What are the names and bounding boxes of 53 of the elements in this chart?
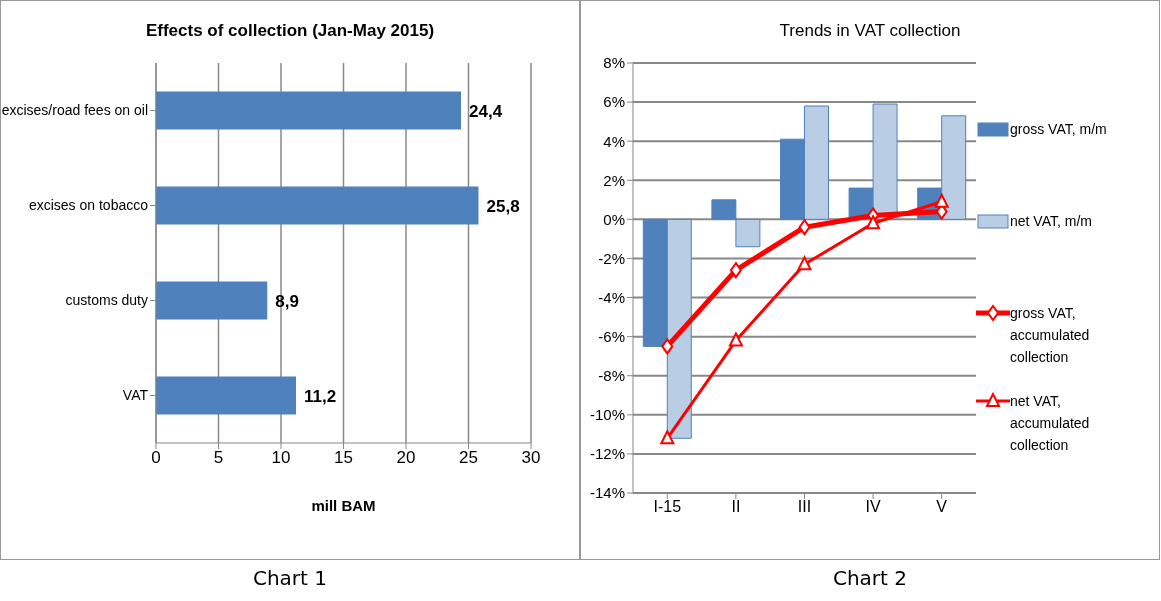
- x-tick-label: 10: [271, 448, 291, 468]
- legend-label: net VAT, accumulated collection: [1010, 392, 1091, 455]
- legend-label: gross VAT, m/m: [1010, 120, 1108, 139]
- x-tick-label: 30: [521, 448, 541, 468]
- data-label: 25,8: [486, 196, 520, 216]
- point: [728, 332, 743, 347]
- data-label: 24,4: [469, 101, 503, 121]
- y-tick-label: 6%: [603, 93, 625, 111]
- point: [660, 430, 675, 445]
- bar: [156, 186, 479, 225]
- bar: [156, 376, 296, 415]
- y-tick-label: customs duty: [65, 292, 148, 309]
- legend-label: gross VAT, accumulated collection: [1010, 304, 1091, 367]
- y-tick-label: excises on tobacco: [28, 197, 149, 214]
- legend-label: net VAT, m/m: [1010, 212, 1093, 231]
- point: [934, 193, 949, 208]
- y-tick-label: excises/road fees on oil: [1, 102, 148, 119]
- bar: [156, 281, 268, 320]
- x-tick-label: I-15: [653, 498, 682, 516]
- y-tick-label: -12%: [589, 445, 625, 463]
- data-label: 8,9: [275, 291, 299, 311]
- x-tick-label: V: [936, 498, 948, 516]
- chart-title: Effects of collection (Jan-May 2015): [144, 20, 436, 42]
- y-tick-label: -14%: [589, 484, 625, 502]
- y-tick-label: -6%: [598, 327, 625, 345]
- data-label: 11,2: [304, 386, 337, 406]
- x-tick-label: III: [797, 498, 812, 516]
- y-tick-label: -10%: [589, 406, 625, 424]
- point: [798, 219, 811, 236]
- caption: Chart 2: [831, 566, 908, 590]
- y-tick-label: VAT: [122, 387, 149, 404]
- y-tick-label: -2%: [598, 249, 625, 267]
- x-axis-title: mill BAM: [311, 497, 376, 514]
- x-tick-label: II: [731, 498, 741, 516]
- y-tick-label: 8%: [603, 54, 625, 72]
- y-tick-label: -4%: [598, 288, 625, 306]
- x-tick-label: 20: [396, 448, 416, 468]
- point: [797, 256, 812, 271]
- bar: [156, 91, 461, 130]
- point: [661, 338, 674, 355]
- x-tick-label: 25: [459, 448, 478, 468]
- y-tick-label: 0%: [603, 210, 625, 228]
- y-tick-label: 4%: [603, 132, 625, 150]
- x-tick-label: IV: [865, 498, 881, 516]
- chart-title: Trends in VAT collection: [778, 20, 962, 42]
- x-tick-label: 15: [334, 448, 353, 468]
- x-tick-label: 5: [213, 448, 224, 468]
- caption: Chart 1: [251, 566, 328, 590]
- point: [866, 215, 881, 230]
- y-tick-label: -8%: [598, 367, 625, 385]
- point: [729, 262, 742, 279]
- y-tick-label: 2%: [603, 171, 625, 189]
- x-tick-label: 0: [151, 448, 161, 468]
